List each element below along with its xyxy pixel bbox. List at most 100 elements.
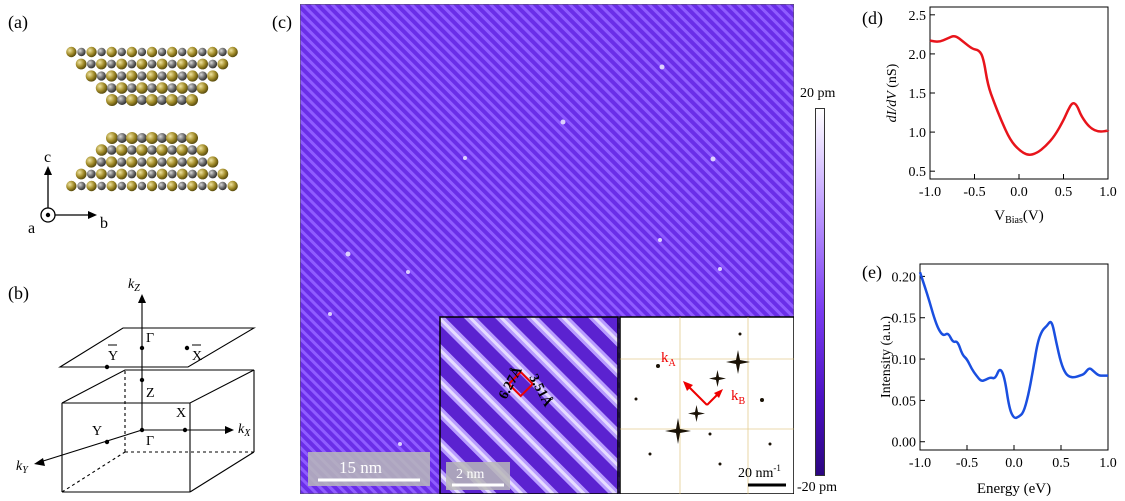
chart-e-xlabel: Energy (eV)	[977, 481, 1051, 497]
atom	[136, 82, 148, 94]
crystal-structure: c a b	[28, 46, 238, 237]
atom	[166, 94, 178, 106]
atom	[156, 168, 168, 180]
atom	[96, 71, 106, 81]
atom	[157, 47, 167, 57]
atom	[126, 70, 138, 82]
atom	[177, 157, 187, 167]
atom	[167, 145, 177, 155]
atom	[166, 180, 178, 192]
x-tick-label: 0.0	[1005, 456, 1023, 471]
atom	[106, 94, 118, 106]
atom	[126, 46, 138, 58]
atom	[117, 71, 127, 81]
atom	[187, 46, 198, 58]
atom	[146, 180, 158, 192]
atom	[96, 58, 107, 70]
atom	[126, 132, 138, 144]
atom	[156, 82, 168, 94]
atom	[117, 95, 127, 105]
atom	[137, 71, 147, 81]
x-tick-label: 1.0	[1099, 456, 1117, 471]
atom	[188, 169, 197, 179]
colorbar-bottom-label: -20 pm	[797, 480, 838, 495]
atom	[116, 58, 128, 70]
atom	[177, 133, 187, 143]
atom	[86, 169, 96, 179]
atom	[166, 46, 178, 58]
atom	[85, 156, 97, 168]
atom	[166, 156, 178, 168]
atom	[116, 168, 128, 180]
chart-d-frame	[929, 6, 1109, 180]
atom	[177, 71, 187, 81]
kB-label: kB	[731, 388, 746, 407]
kx-label: kX	[238, 422, 251, 439]
brillouin-zone-diagram: kZ kX kY Y Γ X Z X Y Γ	[16, 277, 257, 493]
atom	[146, 70, 158, 82]
point-xbar: X	[192, 349, 202, 364]
atom	[217, 58, 229, 70]
atom	[106, 145, 117, 155]
atom	[198, 181, 207, 191]
atom	[107, 59, 116, 69]
y-tick-label: 2.5	[909, 9, 927, 24]
stm-colorbar	[815, 108, 825, 476]
atom	[75, 168, 87, 180]
atom	[196, 144, 209, 156]
atom	[117, 47, 126, 57]
y-tick-label: 1.5	[909, 87, 927, 102]
atom	[188, 59, 197, 69]
stm-inset-real-space: 6.27Å 3.51Å 2 nm	[439, 316, 619, 494]
atom	[176, 168, 188, 180]
y-tick-label: 0.15	[892, 312, 917, 327]
colorbar-top-label: 20 pm	[800, 86, 836, 101]
atom	[167, 83, 177, 93]
x-tick-label: 1.0	[1099, 185, 1117, 200]
atom	[218, 181, 227, 191]
x-tick-label: -1.0	[909, 456, 931, 471]
axis-c-label: c	[44, 149, 51, 166]
atom	[156, 58, 168, 70]
inset-real-scalebar-label: 2 nm	[456, 467, 485, 482]
atom	[77, 47, 86, 57]
atom	[178, 47, 187, 57]
atom	[207, 46, 218, 58]
crystal-axes: c a b	[28, 149, 108, 237]
panel-label-d: (d)	[862, 8, 883, 28]
atom	[187, 145, 198, 155]
atom	[227, 46, 238, 58]
x-tick-label: 0.5	[1055, 185, 1073, 200]
atom	[115, 144, 128, 156]
atom	[136, 168, 148, 180]
inset-fft-scalebar-label: 20 nm-1	[738, 463, 781, 481]
atom	[157, 157, 167, 167]
atom	[77, 181, 86, 191]
atom	[117, 181, 126, 191]
y-tick-label: 1.0	[909, 126, 927, 141]
atom	[147, 59, 157, 69]
y-tick-label: 0.20	[892, 270, 917, 285]
atom	[156, 144, 168, 156]
atom	[186, 132, 198, 144]
atom	[197, 168, 209, 180]
atom	[147, 83, 157, 93]
stm-topography-image: 15 nm 6.27Å 3.51Å 2 nm kA kB 2	[300, 4, 794, 494]
atom	[207, 180, 218, 192]
atom	[178, 181, 187, 191]
atom	[176, 144, 189, 156]
chart-e-series-line	[918, 271, 1108, 420]
atom	[146, 46, 158, 58]
chart-e-frame	[919, 263, 1109, 451]
atom-layer-bottom	[66, 132, 238, 192]
stm-inset-fft: kA kB 20 nm-1	[619, 316, 794, 494]
atom	[126, 180, 138, 192]
point-x: X	[176, 406, 186, 421]
atom	[137, 47, 147, 57]
atom	[186, 94, 198, 106]
atom	[207, 70, 219, 82]
atom	[95, 82, 108, 94]
x-tick-label: 0.5	[1052, 456, 1070, 471]
y-tick-label: 0.00	[892, 436, 917, 451]
point-gammabar: Γ	[146, 331, 154, 346]
